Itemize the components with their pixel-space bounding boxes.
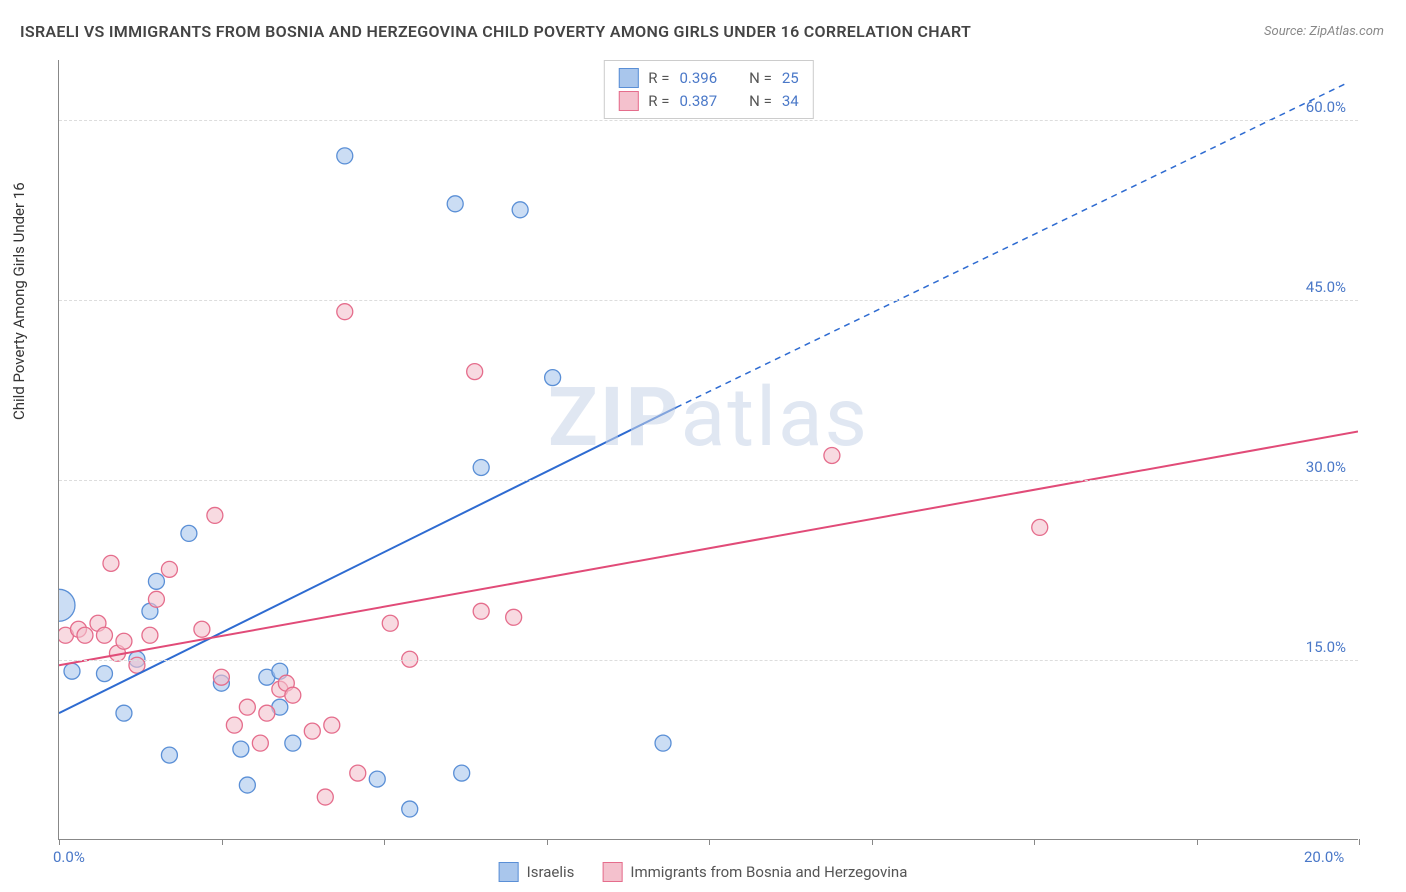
data-point — [116, 705, 132, 721]
legend-series-item: Israelis — [499, 862, 575, 882]
data-point — [382, 615, 398, 631]
legend-stat-row: R = 0.396 N = 25 — [618, 67, 798, 90]
legend-swatch — [618, 68, 638, 88]
data-point — [350, 765, 366, 781]
data-point — [454, 765, 470, 781]
source-attribution: Source: ZipAtlas.com — [1264, 24, 1384, 39]
data-point — [252, 735, 268, 751]
data-point — [369, 771, 385, 787]
data-point — [161, 747, 177, 763]
data-point — [116, 633, 132, 649]
x-tick-label: 20.0% — [1304, 848, 1344, 866]
x-tick-label: 0.0% — [53, 848, 85, 866]
r-label: R = — [648, 90, 669, 113]
legend-swatch — [618, 91, 638, 111]
legend-stat-row: R = 0.387 N = 34 — [618, 90, 798, 113]
y-tick-label: 30.0% — [1306, 458, 1346, 476]
legend-series-label: Israelis — [527, 863, 575, 881]
trendline-extrapolated — [676, 84, 1345, 408]
data-point — [233, 741, 249, 757]
chart-svg — [59, 60, 1358, 839]
trendline — [59, 408, 676, 714]
data-point — [59, 589, 75, 621]
legend-series-label: Immigrants from Bosnia and Herzegovina — [630, 863, 907, 881]
data-point — [181, 525, 197, 541]
trendline — [59, 432, 1358, 666]
data-point — [77, 627, 93, 643]
y-tick-label: 15.0% — [1306, 638, 1346, 656]
data-point — [512, 202, 528, 218]
y-tick-label: 60.0% — [1306, 98, 1346, 116]
data-point — [337, 148, 353, 164]
n-value: 25 — [782, 67, 799, 90]
data-point — [239, 699, 255, 715]
data-point — [96, 627, 112, 643]
n-label: N = — [749, 90, 772, 113]
data-point — [337, 304, 353, 320]
data-point — [213, 669, 229, 685]
data-point — [148, 573, 164, 589]
data-point — [506, 609, 522, 625]
plot-area: ZIPatlas R = 0.396 N = 25 R = 0.387 N = … — [58, 60, 1358, 840]
data-point — [64, 663, 80, 679]
data-point — [148, 591, 164, 607]
legend-stats: R = 0.396 N = 25 R = 0.387 N = 34 — [603, 60, 813, 119]
data-point — [142, 627, 158, 643]
data-point — [259, 705, 275, 721]
data-point — [1032, 519, 1048, 535]
y-tick-label: 45.0% — [1306, 278, 1346, 296]
n-value: 34 — [782, 90, 799, 113]
legend-swatch — [499, 862, 519, 882]
legend-series-item: Immigrants from Bosnia and Herzegovina — [602, 862, 907, 882]
x-tick — [384, 839, 385, 845]
data-point — [226, 717, 242, 733]
data-point — [473, 459, 489, 475]
data-point — [103, 555, 119, 571]
data-point — [207, 507, 223, 523]
gridline — [59, 660, 1358, 661]
x-tick — [59, 839, 60, 845]
r-value: 0.396 — [679, 67, 717, 90]
data-point — [447, 196, 463, 212]
data-point — [96, 666, 112, 682]
data-point — [161, 561, 177, 577]
y-axis-label: Child Poverty Among Girls Under 16 — [10, 182, 28, 420]
legend-swatch — [602, 862, 622, 882]
data-point — [194, 621, 210, 637]
x-tick — [222, 839, 223, 845]
x-tick — [1359, 839, 1360, 845]
data-point — [473, 603, 489, 619]
r-value: 0.387 — [679, 90, 717, 113]
n-label: N = — [749, 67, 772, 90]
data-point — [285, 735, 301, 751]
gridline — [59, 300, 1358, 301]
data-point — [324, 717, 340, 733]
x-tick — [872, 839, 873, 845]
data-point — [304, 723, 320, 739]
legend-series: Israelis Immigrants from Bosnia and Herz… — [487, 862, 920, 882]
gridline — [59, 120, 1358, 121]
data-point — [239, 777, 255, 793]
r-label: R = — [648, 67, 669, 90]
data-point — [467, 364, 483, 380]
data-point — [545, 370, 561, 386]
data-point — [317, 789, 333, 805]
x-tick — [1034, 839, 1035, 845]
data-point — [285, 687, 301, 703]
chart-title: ISRAELI VS IMMIGRANTS FROM BOSNIA AND HE… — [20, 22, 971, 41]
data-point — [824, 448, 840, 464]
gridline — [59, 480, 1358, 481]
x-tick — [547, 839, 548, 845]
x-tick — [709, 839, 710, 845]
data-point — [402, 801, 418, 817]
data-point — [655, 735, 671, 751]
x-tick — [1197, 839, 1198, 845]
